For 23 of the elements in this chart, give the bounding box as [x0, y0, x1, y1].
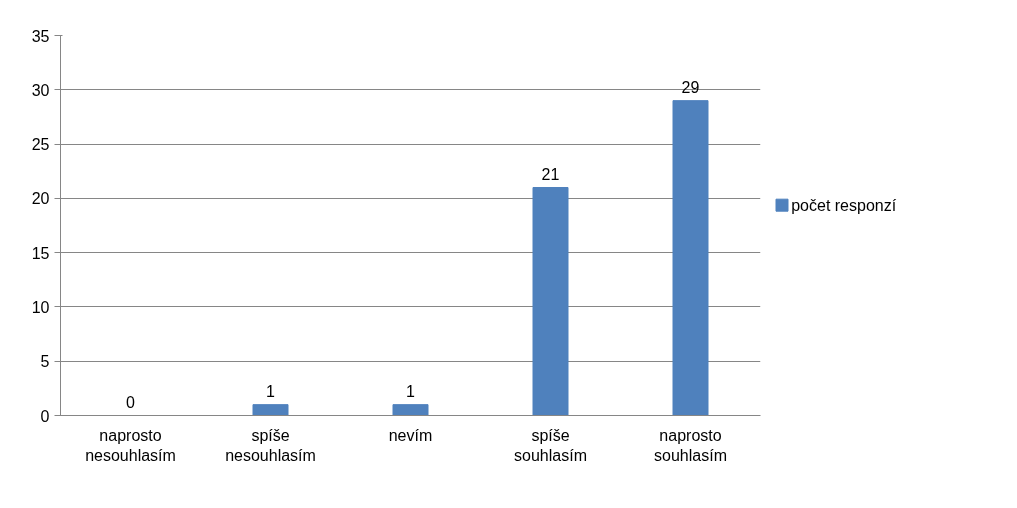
- y-tick-label: 25: [31, 136, 50, 154]
- x-tick-label: nevím: [388, 426, 433, 444]
- data-label: 29: [681, 78, 700, 96]
- x-tick-label: naprosto nesouhlasím: [85, 426, 176, 464]
- bar: [672, 100, 709, 416]
- y-tick-label: 5: [40, 353, 50, 371]
- x-tick-label: naprosto souhlasím: [654, 426, 727, 464]
- bar: [532, 187, 569, 416]
- y-tick-label: 35: [31, 27, 50, 45]
- bar: [252, 404, 289, 416]
- x-tick-label: spíše souhlasím: [514, 426, 587, 464]
- data-label: 1: [406, 382, 416, 400]
- y-tick-label: 0: [40, 407, 50, 425]
- y-tick-label: 15: [31, 244, 50, 262]
- y-tick-label: 20: [31, 190, 50, 208]
- y-tick-label: 30: [31, 81, 50, 99]
- y-tick-label: 10: [31, 298, 50, 316]
- data-label: 21: [541, 165, 560, 183]
- data-label: 1: [266, 382, 276, 400]
- legend-label: počet responzí: [791, 196, 897, 214]
- data-label: 0: [126, 393, 136, 411]
- x-tick-label: spíše nesouhlasím: [225, 426, 316, 464]
- bar: [392, 404, 429, 416]
